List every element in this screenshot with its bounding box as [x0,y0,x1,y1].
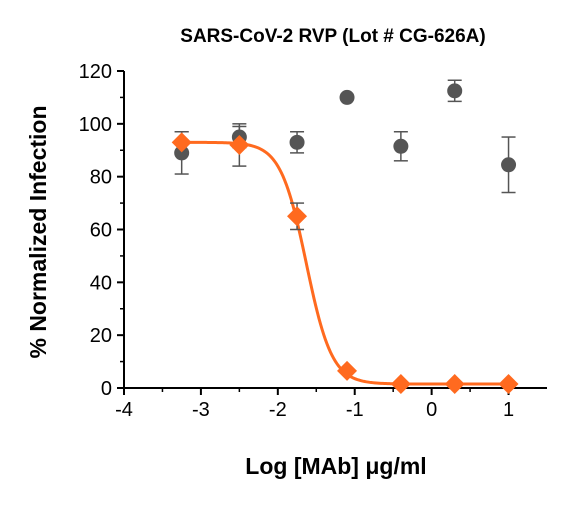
data-point-circle [339,89,355,105]
data-point-diamond [390,374,411,395]
data-point-diamond [287,206,308,227]
data-point-circle [501,157,517,173]
data-point-diamond [337,360,358,381]
data-point-diamond [498,374,519,395]
y-tick-label: 0 [101,378,112,400]
data-point-diamond [444,374,465,395]
data-point-circle [447,83,463,99]
data-point-circle [289,134,305,150]
x-axis-label: Log [MAb] μg/ml [245,453,426,479]
data-point-circle [174,145,190,161]
y-tick-label: 40 [90,272,112,294]
x-tick-label: -1 [346,399,364,421]
y-axis-label: % Normalized Infection [25,105,51,358]
data-markers [171,83,519,395]
y-tick-label: 120 [79,61,112,83]
data-point-diamond [229,134,250,155]
x-tick-label: 0 [426,399,437,421]
fit-curves [181,140,509,386]
y-tick-label: 80 [90,167,112,189]
x-tick-label: -3 [192,399,210,421]
axes: 0 20 40 60 80 100 120 -4 -3 -2 -1 0 1 [79,61,547,421]
data-point-diamond [171,132,192,153]
x-tick-label: -4 [115,399,133,421]
fit-curve [181,140,509,386]
y-tick-label: 100 [79,114,112,136]
y-tick-label: 60 [90,220,112,242]
data-point-circle [393,138,409,154]
x-tick-label: -2 [269,399,287,421]
x-tick-label: 1 [503,399,514,421]
chart-title: SARS-CoV-2 RVP (Lot # CG-626A) [180,26,485,47]
y-tick-label: 20 [90,325,112,347]
